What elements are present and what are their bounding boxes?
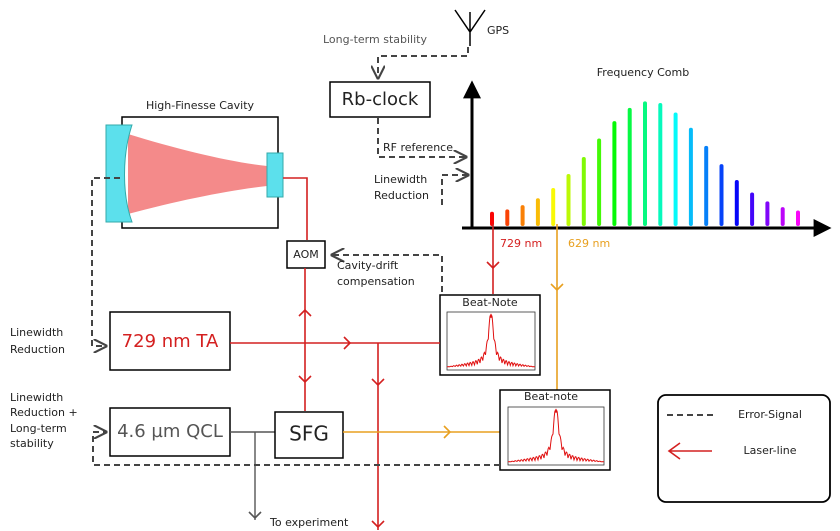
diagram: GPS Long-term stability Rb-clock RF refe… (0, 0, 840, 531)
to-experiment-label: To experiment (269, 516, 349, 529)
mirror (267, 153, 283, 197)
ta-label: 729 nm TA (122, 331, 219, 352)
qcl-label: 4.6 µm QCL (117, 421, 223, 442)
laser-line (230, 432, 275, 520)
comb-spectrum (492, 103, 798, 224)
wavelength-label: 729 nm (500, 237, 542, 250)
cavity-title: High-Finesse Cavity (146, 99, 255, 112)
legend-label: Laser-line (743, 444, 796, 457)
long-term-label: Long-term stability (323, 33, 427, 46)
ta-side-label: Linewidth (10, 326, 63, 339)
beat-note-title: Beat-Note (462, 296, 518, 309)
ta-side-label: Reduction (10, 343, 65, 356)
comb-title: Frequency Comb (597, 66, 689, 79)
comb-linewidth-label: Reduction (374, 189, 429, 202)
qcl-side-label: Linewidth (10, 391, 63, 404)
cavity-drift-label: compensation (337, 275, 415, 288)
laser-line (283, 178, 307, 240)
wavelength-label: 629 nm (568, 237, 610, 250)
beat-note-title: Beat-note (524, 390, 578, 403)
comb-linewidth-label: Linewidth (374, 173, 427, 186)
gps-label: GPS (487, 24, 509, 37)
antenna (455, 10, 485, 46)
sfg-label: SFG (289, 422, 329, 446)
cavity-drift-label: Cavity-drift (337, 259, 399, 272)
rb-clock-label: Rb-clock (342, 89, 419, 110)
aom-label: AOM (293, 248, 318, 261)
error-signal-line (378, 47, 468, 78)
qcl-side-label: Long-term (10, 422, 67, 435)
legend-label: Error-Signal (738, 408, 802, 421)
error-signal-line (442, 175, 468, 205)
qcl-side-label: Reduction + (10, 406, 78, 419)
rf-reference-label: RF reference (383, 141, 453, 154)
qcl-side-label: stability (10, 437, 54, 450)
cavity-beam (128, 134, 267, 214)
